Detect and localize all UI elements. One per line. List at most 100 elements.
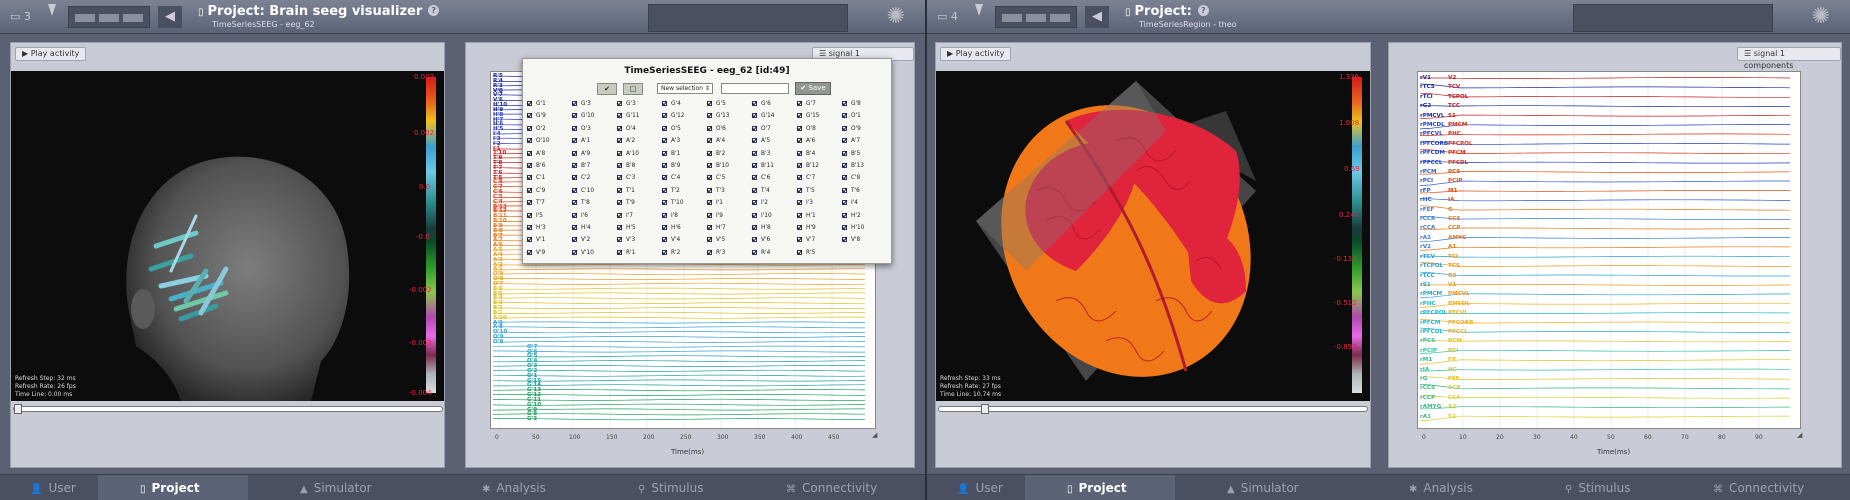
- checkbox-checked-icon[interactable]: [797, 249, 802, 255]
- channel-checkbox[interactable]: I'9: [707, 212, 723, 219]
- channel-checkbox[interactable]: O'2: [527, 125, 546, 132]
- back-arrow-icon[interactable]: ◀: [1085, 6, 1109, 28]
- selection-name-input[interactable]: [721, 83, 789, 94]
- channel-checkbox[interactable]: I'6: [572, 212, 588, 219]
- channel-checkbox[interactable]: T'2: [662, 187, 680, 194]
- channel-checkbox[interactable]: V'9: [527, 249, 545, 256]
- checkbox-checked-icon[interactable]: [617, 212, 622, 218]
- channel-checkbox[interactable]: V'6: [752, 237, 770, 243]
- checkbox-checked-icon[interactable]: [572, 125, 577, 131]
- channel-checkbox[interactable]: C'4: [662, 175, 680, 181]
- checkbox-checked-icon[interactable]: [797, 163, 802, 168]
- channel-checkbox[interactable]: T'8: [572, 200, 590, 206]
- checkbox-checked-icon[interactable]: [572, 113, 577, 119]
- channel-checkbox[interactable]: H'2: [842, 212, 861, 219]
- channel-checkbox[interactable]: H'10: [842, 225, 864, 231]
- checkbox-checked-icon[interactable]: [842, 187, 847, 193]
- channel-checkbox[interactable]: I'4: [842, 200, 858, 206]
- channel-checkbox[interactable]: C'6: [752, 175, 770, 181]
- checkbox-checked-icon[interactable]: [527, 150, 532, 156]
- channel-checkbox[interactable]: G'5: [707, 101, 726, 107]
- checkbox-checked-icon[interactable]: [842, 175, 847, 181]
- channel-checkbox[interactable]: G'1: [527, 101, 546, 107]
- navigation-grid-button[interactable]: [995, 6, 1077, 28]
- channel-checkbox[interactable]: O'4: [617, 125, 636, 132]
- checkbox-checked-icon[interactable]: [797, 187, 802, 193]
- check-all-button[interactable]: ✔: [597, 83, 617, 95]
- checkbox-checked-icon[interactable]: [752, 113, 757, 119]
- checkbox-checked-icon[interactable]: [842, 212, 847, 218]
- checkbox-checked-icon[interactable]: [572, 138, 577, 144]
- channel-checkbox[interactable]: G'13: [707, 113, 729, 119]
- checkbox-checked-icon[interactable]: [707, 125, 712, 131]
- channel-checkbox[interactable]: T'10: [662, 200, 684, 206]
- channel-checkbox[interactable]: R'5: [797, 249, 815, 256]
- channel-checkbox[interactable]: A'2: [617, 138, 635, 144]
- checkbox-checked-icon[interactable]: [662, 175, 667, 181]
- channel-checkbox[interactable]: H'3: [527, 225, 546, 231]
- checkbox-checked-icon[interactable]: [527, 187, 532, 193]
- checkbox-checked-icon[interactable]: [797, 101, 802, 106]
- nav-simulator[interactable]: ▲ Simulator: [1227, 475, 1337, 500]
- channel-checkbox[interactable]: A'9: [572, 150, 590, 157]
- checkbox-checked-icon[interactable]: [527, 200, 532, 206]
- resize-handle-icon[interactable]: ◢: [1797, 431, 1803, 439]
- checkbox-checked-icon[interactable]: [617, 163, 622, 168]
- nav-stimulus[interactable]: ⚲ Stimulus: [638, 475, 748, 500]
- checkbox-checked-icon[interactable]: [797, 212, 802, 218]
- channel-checkbox[interactable]: I'1: [707, 200, 723, 206]
- channel-checkbox[interactable]: V'7: [797, 237, 815, 243]
- channel-checkbox[interactable]: G'14: [752, 113, 774, 119]
- checkbox-checked-icon[interactable]: [617, 225, 622, 230]
- nav-project[interactable]: ▯ Project: [98, 475, 248, 500]
- checkbox-checked-icon[interactable]: [662, 225, 667, 230]
- checkbox-checked-icon[interactable]: [662, 249, 667, 255]
- checkbox-checked-icon[interactable]: [662, 113, 667, 119]
- channel-checkbox[interactable]: H'7: [707, 225, 726, 231]
- channel-checkbox[interactable]: A'4: [707, 138, 725, 144]
- selection-dropdown[interactable]: New selection ⇕: [657, 83, 713, 94]
- channel-checkbox[interactable]: B'11: [752, 163, 774, 169]
- checkbox-checked-icon[interactable]: [752, 150, 757, 156]
- checkbox-checked-icon[interactable]: [617, 175, 622, 181]
- checkbox-checked-icon[interactable]: [752, 212, 757, 218]
- channel-checkbox[interactable]: G'4: [662, 101, 681, 107]
- channel-checkbox[interactable]: V'1: [527, 237, 545, 243]
- checkbox-checked-icon[interactable]: [572, 187, 577, 193]
- checkbox-checked-icon[interactable]: [527, 225, 532, 230]
- channel-checkbox[interactable]: B'13: [842, 163, 864, 169]
- channel-checkbox[interactable]: C'2: [572, 175, 590, 181]
- channel-checkbox[interactable]: O'6: [707, 125, 726, 132]
- channel-checkbox[interactable]: O'1: [842, 113, 861, 119]
- checkbox-checked-icon[interactable]: [752, 101, 757, 106]
- checkbox-checked-icon[interactable]: [707, 225, 712, 230]
- checkbox-checked-icon[interactable]: [617, 249, 622, 255]
- checkbox-checked-icon[interactable]: [617, 200, 622, 206]
- checkbox-checked-icon[interactable]: [707, 249, 712, 255]
- channel-checkbox[interactable]: H'1: [797, 212, 816, 219]
- checkbox-checked-icon[interactable]: [572, 101, 577, 106]
- channel-checkbox[interactable]: C'1: [527, 175, 545, 181]
- checkbox-checked-icon[interactable]: [797, 150, 802, 156]
- channel-checkbox[interactable]: G'3: [617, 101, 636, 107]
- back-arrow-icon[interactable]: ◀: [158, 6, 182, 28]
- checkbox-checked-icon[interactable]: [797, 125, 802, 131]
- checkbox-checked-icon[interactable]: [662, 125, 667, 131]
- checkbox-checked-icon[interactable]: [752, 237, 757, 243]
- viewer-canvas[interactable]: 0.003 0.002 0.0 -0.0 -0.002 -0.003 -0.00…: [11, 71, 444, 401]
- channel-checkbox[interactable]: T'7: [527, 200, 545, 206]
- checkbox-checked-icon[interactable]: [707, 212, 712, 218]
- nav-simulator[interactable]: ▲ Simulator: [300, 475, 410, 500]
- checkbox-checked-icon[interactable]: [572, 150, 577, 156]
- time-slider-handle[interactable]: [981, 404, 989, 414]
- channel-checkbox[interactable]: G'11: [617, 113, 639, 119]
- checkbox-checked-icon[interactable]: [842, 101, 847, 106]
- channel-checkbox[interactable]: I'3: [797, 200, 813, 206]
- checkbox-checked-icon[interactable]: [662, 150, 667, 156]
- checkbox-checked-icon[interactable]: [707, 113, 712, 119]
- checkbox-checked-icon[interactable]: [572, 237, 577, 243]
- channel-checkbox[interactable]: B'10: [707, 163, 729, 169]
- menu-triangle-icon[interactable]: [975, 4, 983, 16]
- checkbox-checked-icon[interactable]: [707, 163, 712, 168]
- checkbox-checked-icon[interactable]: [842, 163, 847, 168]
